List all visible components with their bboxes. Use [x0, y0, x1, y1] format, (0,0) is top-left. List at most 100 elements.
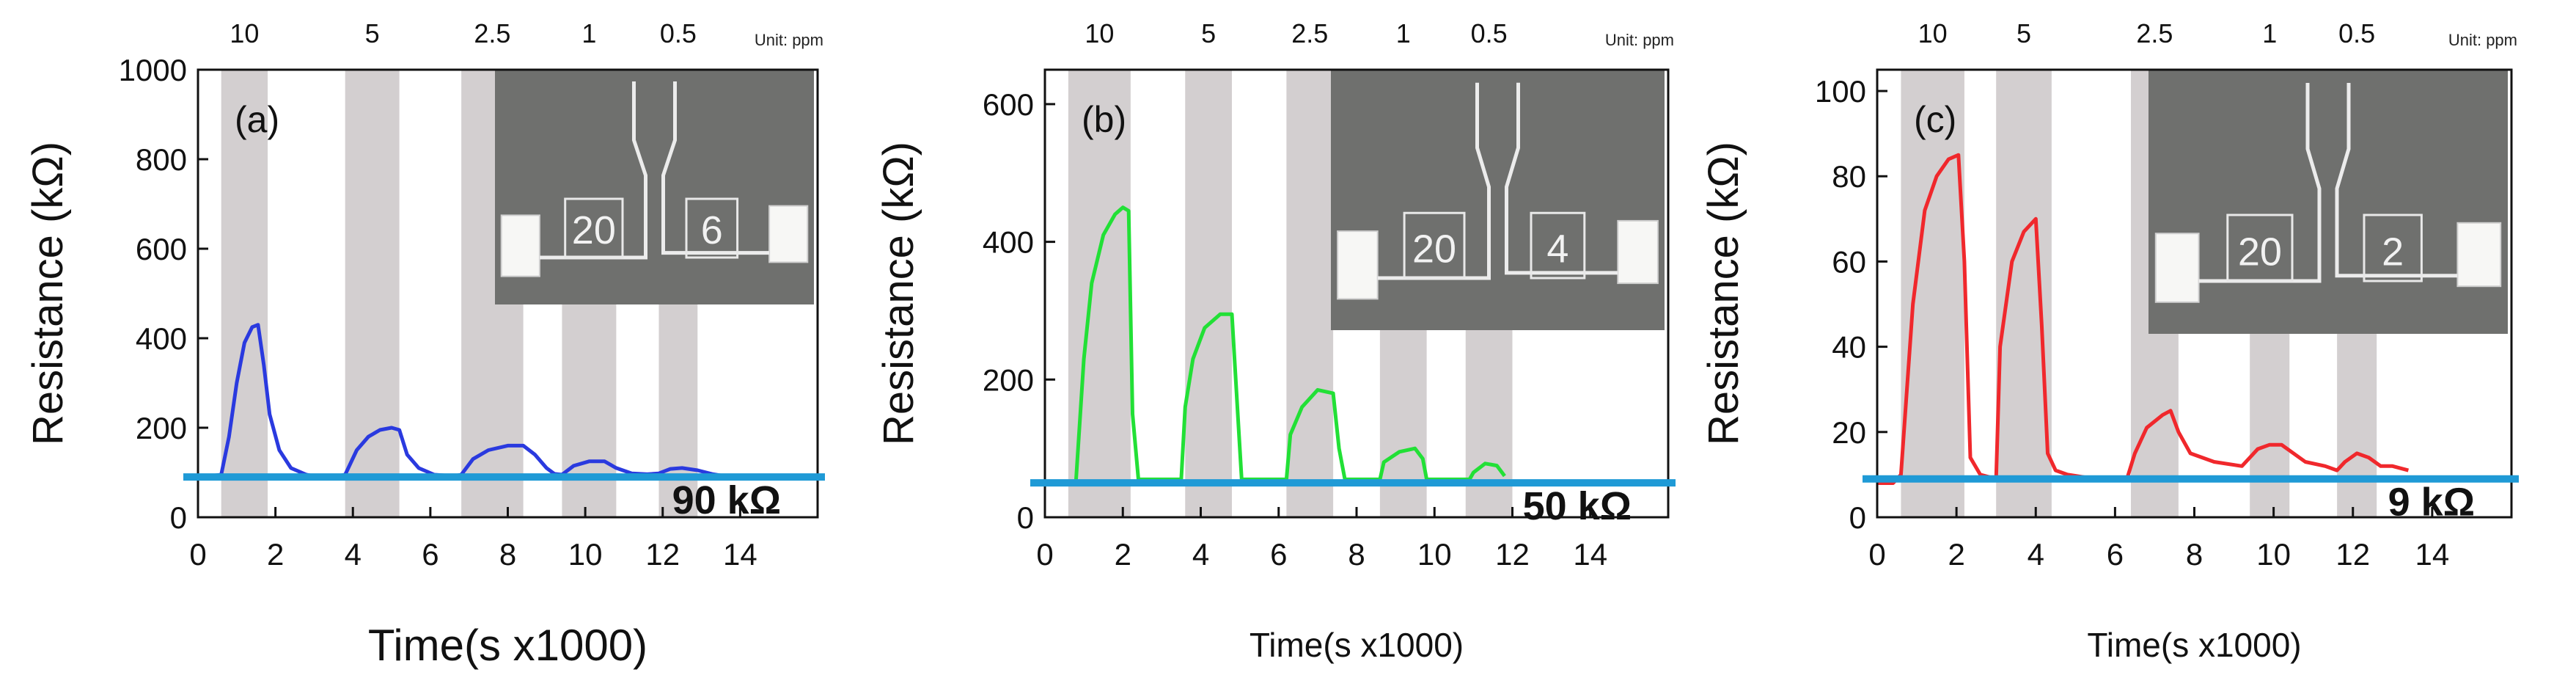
- concentration-label: 0.5: [660, 18, 697, 48]
- x-tick-label: 8: [2186, 537, 2203, 572]
- inset-label-right: 2: [2382, 230, 2404, 274]
- y-tick-label: 400: [136, 321, 187, 356]
- x-tick-label: 12: [1495, 537, 1530, 572]
- y-tick-label: 1000: [119, 53, 187, 87]
- label-box-left: [564, 197, 624, 259]
- x-tick-label: 10: [1417, 537, 1452, 572]
- inset-micrograph: 20 6: [495, 70, 814, 304]
- x-tick-label: 6: [2107, 537, 2124, 572]
- chart-panel-3: 10 5 2.5 1 0.5 Unit: ppm 20 2 (c) 9 kΩ 0 2 4 6 8 10 12 14…: [1700, 18, 2519, 664]
- baseline-label: 50 kΩ: [1523, 484, 1632, 528]
- unit-label: Unit: ppm: [2448, 31, 2517, 49]
- x-tick-label: 4: [2028, 537, 2044, 572]
- right-electrode-pad: [1617, 219, 1659, 285]
- x-axis-title: Time(s x1000): [368, 621, 647, 670]
- inset-micrograph: 20 2: [2148, 70, 2508, 334]
- inset-background: [2148, 70, 2508, 334]
- concentration-label: 2.5: [2136, 18, 2173, 48]
- x-axis-title: Time(s x1000): [1250, 626, 1464, 664]
- inset-label-right: 4: [1546, 227, 1568, 271]
- y-tick-label: 800: [136, 142, 187, 177]
- y-axis-title: Resistance (kΩ): [24, 142, 72, 445]
- label-box-left: [1403, 211, 1466, 280]
- y-tick-label: 200: [983, 362, 1034, 397]
- x-tick-label: 12: [2335, 537, 2370, 572]
- inset-label-right: 6: [701, 208, 723, 252]
- exposure-band-2: [1996, 70, 2052, 517]
- concentration-label: 5: [365, 18, 380, 48]
- inset-label-left: 20: [572, 208, 616, 252]
- concentration-label: 10: [230, 18, 259, 48]
- x-tick-label: 6: [1270, 537, 1287, 572]
- panel-label: (c): [1914, 99, 1956, 140]
- y-tick-label: 0: [1017, 500, 1034, 535]
- y-tick-label: 400: [983, 225, 1034, 260]
- inset-label-left: 20: [2238, 230, 2282, 274]
- y-tick-label: 40: [1832, 330, 1866, 365]
- concentration-label: 10: [1085, 18, 1114, 48]
- panel-label: (b): [1082, 99, 1126, 140]
- x-tick-label: 12: [645, 537, 680, 572]
- y-tick-label: 60: [1832, 244, 1866, 279]
- y-tick-label: 100: [1815, 74, 1866, 109]
- response-curve: [1877, 153, 2410, 485]
- exposure-band-2: [1185, 70, 1232, 517]
- concentration-label: 2.5: [474, 18, 510, 48]
- x-tick-label: 0: [1036, 537, 1053, 572]
- concentration-label: 5: [1201, 18, 1216, 48]
- chart-panel-1: 10 5 2.5 1 0.5 Unit: ppm 20 6 (a) 90 kΩ 0 2 4 6 8 10 12 1…: [24, 18, 825, 670]
- label-box-left: [2226, 214, 2294, 282]
- chart-panel-2: 10 5 2.5 1 0.5 Unit: ppm 20 4 (b) 50 kΩ 0 2 4 6 8 10 12 1…: [875, 18, 1676, 664]
- panel-label: (a): [235, 99, 279, 140]
- response-curve: [198, 323, 725, 478]
- x-tick-label: 0: [1868, 537, 1885, 572]
- inset-background: [1331, 70, 1665, 330]
- left-electrode-pad: [500, 214, 540, 277]
- x-tick-label: 8: [499, 537, 516, 572]
- left-electrode-pad: [2154, 233, 2200, 303]
- y-tick-label: 80: [1832, 159, 1866, 194]
- x-tick-label: 14: [2415, 537, 2450, 572]
- concentration-label: 5: [2017, 18, 2031, 48]
- label-box-right: [685, 197, 739, 259]
- concentration-label: 0.5: [1471, 18, 1508, 48]
- x-tick-label: 14: [723, 537, 757, 572]
- y-tick-label: 0: [170, 500, 187, 535]
- x-tick-label: 10: [2256, 537, 2291, 572]
- x-tick-label: 6: [422, 537, 438, 572]
- concentration-label: 2.5: [1291, 18, 1328, 48]
- unit-label: Unit: ppm: [1605, 31, 1674, 49]
- concentration-label: 1: [1396, 18, 1411, 48]
- x-tick-label: 10: [568, 537, 603, 572]
- y-tick-label: 600: [136, 232, 187, 266]
- x-tick-label: 8: [1348, 537, 1365, 572]
- inset-micrograph: 20 4: [1331, 70, 1665, 330]
- baseline-label: 90 kΩ: [672, 478, 781, 522]
- label-box-right: [1530, 211, 1586, 280]
- baseline-label: 9 kΩ: [2388, 481, 2475, 525]
- x-tick-label: 14: [1573, 537, 1607, 572]
- exposure-band-2: [345, 70, 400, 517]
- y-tick-label: 20: [1832, 415, 1866, 450]
- x-tick-label: 4: [1192, 537, 1209, 572]
- x-tick-label: 2: [267, 537, 284, 572]
- right-electrode-pad: [2456, 222, 2502, 288]
- x-axis-title: Time(s x1000): [2087, 626, 2301, 664]
- left-electrode-pad: [1337, 230, 1379, 300]
- concentration-label: 10: [1918, 18, 1948, 48]
- label-box-right: [2363, 214, 2423, 282]
- x-tick-label: 0: [189, 537, 206, 572]
- exposure-band-3: [1286, 70, 1334, 517]
- concentration-label: 0.5: [2338, 18, 2375, 48]
- y-tick-label: 0: [1849, 500, 1866, 535]
- x-tick-label: 2: [1948, 537, 1964, 572]
- y-tick-label: 200: [136, 411, 187, 445]
- inset-background: [495, 70, 814, 304]
- y-axis-title: Resistance (kΩ): [875, 142, 922, 445]
- inset-label-left: 20: [1412, 227, 1456, 271]
- y-axis-title: Resistance (kΩ): [1700, 142, 1747, 445]
- x-tick-label: 4: [345, 537, 362, 572]
- right-electrode-pad: [768, 205, 809, 263]
- y-tick-label: 600: [983, 87, 1034, 122]
- concentration-label: 1: [2262, 18, 2277, 48]
